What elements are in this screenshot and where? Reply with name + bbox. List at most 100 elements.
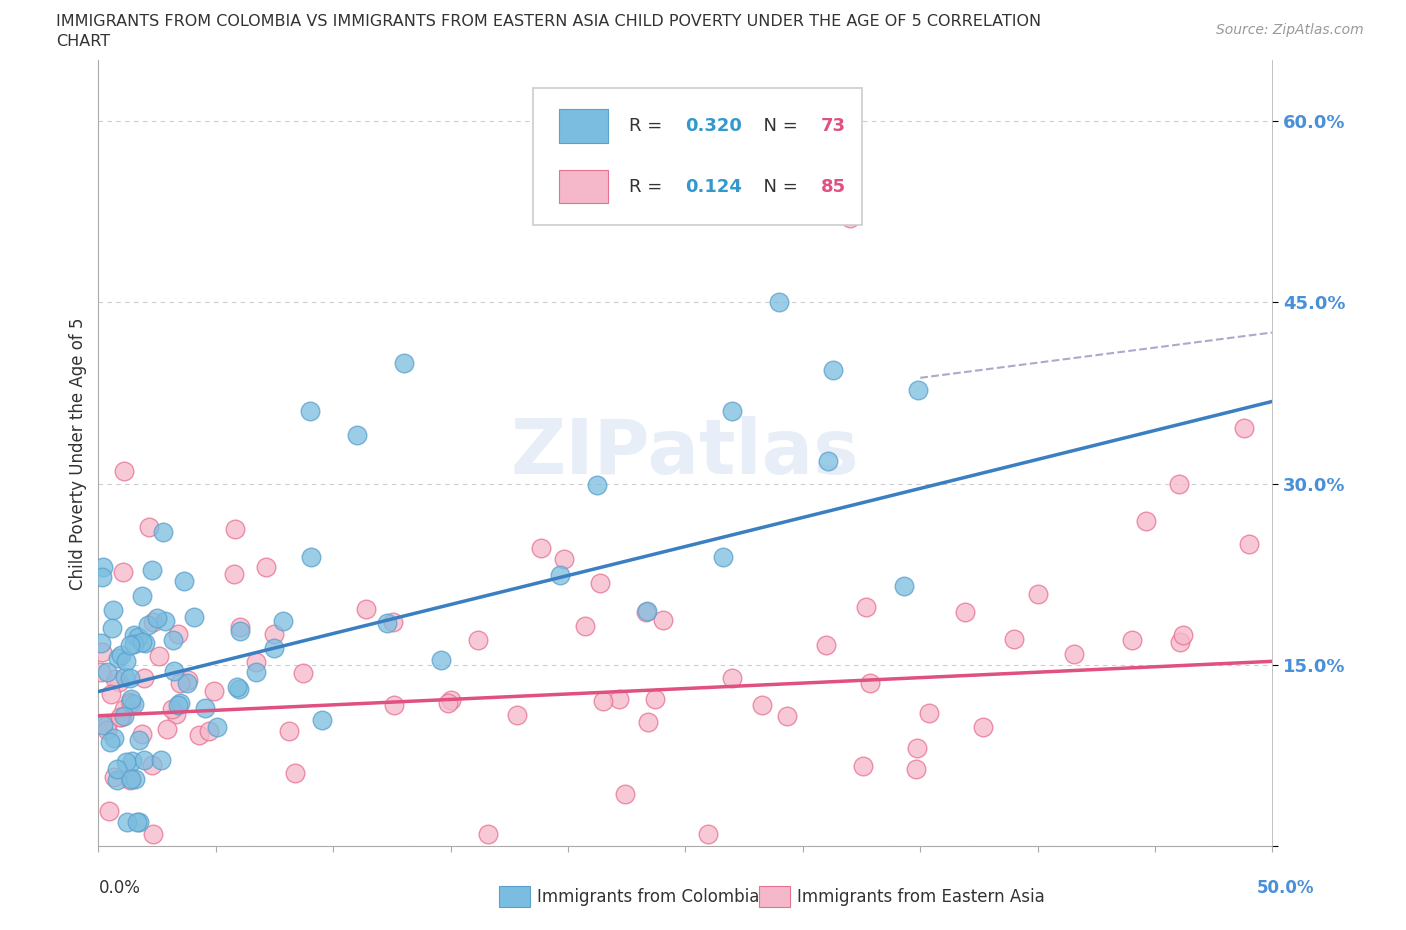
Point — [114, 754, 136, 769]
Point — [96, 665, 118, 680]
Point — [194, 700, 217, 715]
Point — [156, 722, 179, 737]
Point — [548, 568, 571, 583]
Point — [169, 696, 191, 711]
Point — [1167, 476, 1189, 491]
Point — [167, 627, 190, 642]
Point — [112, 701, 135, 716]
Text: 85: 85 — [821, 178, 845, 195]
Point — [173, 574, 195, 589]
Point — [905, 762, 928, 777]
Point — [150, 752, 173, 767]
Point — [115, 815, 138, 830]
Point — [176, 672, 198, 687]
Point — [122, 628, 145, 643]
Point — [118, 671, 141, 685]
Point — [776, 709, 799, 724]
Point — [134, 635, 156, 650]
Point — [1063, 646, 1085, 661]
Text: 0.0%: 0.0% — [98, 879, 141, 897]
Point — [98, 735, 121, 750]
Text: Immigrants from Colombia: Immigrants from Colombia — [537, 888, 759, 907]
Point — [96, 723, 118, 737]
Point — [114, 654, 136, 669]
Text: N =: N = — [752, 117, 804, 135]
Point — [107, 650, 129, 665]
Text: 50.0%: 50.0% — [1257, 879, 1315, 897]
FancyBboxPatch shape — [533, 88, 862, 225]
Text: IMMIGRANTS FROM COLOMBIA VS IMMIGRANTS FROM EASTERN ASIA CHILD POVERTY UNDER THE: IMMIGRANTS FROM COLOMBIA VS IMMIGRANTS F… — [56, 14, 1042, 29]
Text: 0.124: 0.124 — [686, 178, 742, 195]
Point — [852, 758, 875, 773]
Point — [905, 740, 928, 755]
Point — [228, 623, 250, 638]
Point — [817, 454, 839, 469]
Point — [284, 765, 307, 780]
Point — [104, 671, 127, 686]
Point — [1002, 632, 1025, 647]
Y-axis label: Child Poverty Under the Age of 5: Child Poverty Under the Age of 5 — [69, 317, 87, 590]
Point — [907, 382, 929, 397]
Point — [229, 619, 252, 634]
Point — [226, 680, 249, 695]
Bar — [499, 886, 530, 907]
Point — [439, 693, 461, 708]
Point — [382, 615, 405, 630]
Text: R =: R = — [628, 117, 668, 135]
Point — [1173, 628, 1195, 643]
Point — [198, 724, 221, 738]
Point — [711, 550, 734, 565]
Point — [125, 815, 148, 830]
Point — [148, 649, 170, 664]
Point — [176, 675, 198, 690]
Point — [146, 610, 169, 625]
Point — [127, 630, 149, 644]
Point — [228, 682, 250, 697]
Point — [122, 697, 145, 711]
Point — [202, 684, 225, 698]
Point — [142, 827, 165, 842]
Point — [278, 724, 301, 738]
Point — [124, 636, 146, 651]
Point — [382, 698, 405, 712]
Point — [110, 648, 132, 663]
Point — [101, 620, 124, 635]
Point — [271, 614, 294, 629]
Point — [721, 671, 744, 685]
Text: 73: 73 — [821, 117, 845, 135]
Point — [118, 637, 141, 652]
Point — [91, 569, 114, 584]
Point — [291, 666, 314, 681]
Point — [437, 696, 460, 711]
Point — [205, 719, 228, 734]
Point — [118, 695, 141, 710]
Point — [132, 752, 155, 767]
Point — [166, 698, 188, 712]
Point — [477, 827, 499, 842]
Text: Immigrants from Eastern Asia: Immigrants from Eastern Asia — [797, 888, 1045, 907]
Point — [162, 633, 184, 648]
Point — [375, 616, 398, 631]
Point — [1233, 421, 1256, 436]
Point — [918, 705, 941, 720]
Point — [634, 604, 657, 619]
Point — [110, 710, 132, 724]
Point — [530, 540, 553, 555]
Point — [245, 655, 267, 670]
Point — [644, 692, 666, 707]
Point — [153, 614, 176, 629]
Point — [298, 404, 321, 418]
Point — [1168, 635, 1191, 650]
Point — [299, 550, 322, 565]
Point — [636, 604, 658, 618]
Point — [1135, 513, 1157, 528]
Point — [586, 478, 609, 493]
Point — [467, 632, 489, 647]
Point — [429, 653, 451, 668]
Point — [107, 674, 129, 689]
Text: 0.320: 0.320 — [686, 117, 742, 135]
Point — [120, 696, 142, 711]
Point — [855, 599, 877, 614]
Text: CHART: CHART — [56, 34, 110, 49]
Point — [188, 727, 211, 742]
